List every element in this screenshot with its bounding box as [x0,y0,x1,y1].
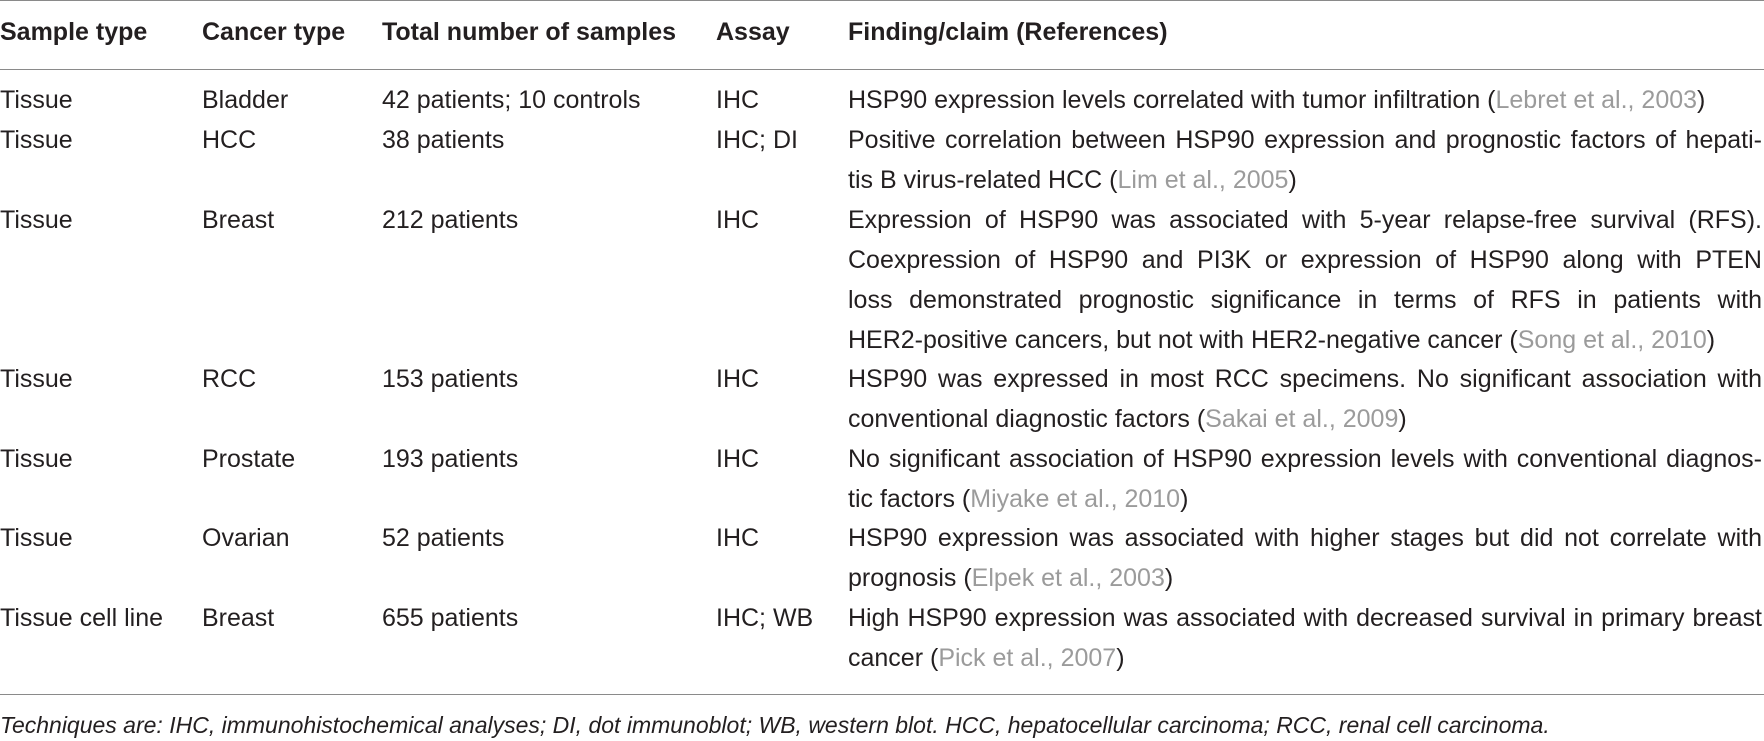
header-assay: Assay [716,18,790,46]
cell-finding: High HSP90 expression was associated wit… [848,604,1762,672]
reference-link[interactable]: Miyake et al., 2010 [970,485,1181,513]
reference-link[interactable]: Lim et al., 2005 [1117,166,1289,194]
reference-link[interactable]: Sakai et al., 2009 [1205,405,1399,433]
cell-cancer-type: HCC [202,126,257,154]
cell-cancer-type: Breast [202,604,275,632]
cell-assay: IHC [716,365,760,393]
cell-assay: IHC; WB [716,604,814,632]
cell-assay: IHC [716,445,760,473]
header-sample-type: Sample type [0,18,148,46]
cell-total-samples: 212 patients [382,206,519,234]
cell-sample-type: Tissue [0,524,73,552]
cell-assay: IHC; DI [716,126,798,154]
cell-total-samples: 153 patients [382,365,519,393]
cell-cancer-type: Bladder [202,86,289,114]
header-finding: Finding/claim (References) [848,18,1168,46]
table-footnote: Techniques are: IHC, immunohistochemical… [0,712,1550,738]
cell-finding: Positive correlation between HSP90 expre… [848,126,1762,194]
cell-assay: IHC [716,524,760,552]
reference-link[interactable]: Elpek et al., 2003 [971,564,1165,592]
bottom-rule [0,694,1764,695]
cell-finding: HSP90 expression levels correlated with … [848,86,1706,114]
cell-total-samples: 42 patients; 10 controls [382,86,641,114]
reference-link[interactable]: Lebret et al., 2003 [1495,86,1698,114]
cell-cancer-type: Breast [202,206,275,234]
top-rule [0,0,1764,1]
reference-link[interactable]: Song et al., 2010 [1517,326,1707,354]
cell-finding: No significant association of HSP90 expr… [848,445,1762,513]
cell-finding: HSP90 was expressed in most RCC specimen… [848,365,1762,433]
cell-sample-type: Tissue [0,365,73,393]
cell-cancer-type: Prostate [202,445,296,473]
cell-sample-type: Tissue [0,206,73,234]
header-total-samples: Total number of samples [382,18,677,46]
cell-total-samples: 52 patients [382,524,505,552]
cell-assay: IHC [716,206,760,234]
cell-sample-type: Tissue [0,86,73,114]
cell-total-samples: 193 patients [382,445,519,473]
cell-finding: Expression of HSP90 was associated with … [848,206,1762,354]
cell-finding: HSP90 expression was associated with hig… [848,524,1762,592]
reference-link[interactable]: Pick et al., 2007 [938,644,1117,672]
cell-total-samples: 655 patients [382,604,519,632]
cell-cancer-type: RCC [202,365,257,393]
cell-total-samples: 38 patients [382,126,505,154]
cell-sample-type: Tissue cell line [0,604,164,632]
cell-sample-type: Tissue [0,445,73,473]
cell-sample-type: Tissue [0,126,73,154]
header-rule [0,69,1764,70]
header-cancer-type: Cancer type [202,18,346,46]
cell-assay: IHC [716,86,760,114]
cell-cancer-type: Ovarian [202,524,290,552]
